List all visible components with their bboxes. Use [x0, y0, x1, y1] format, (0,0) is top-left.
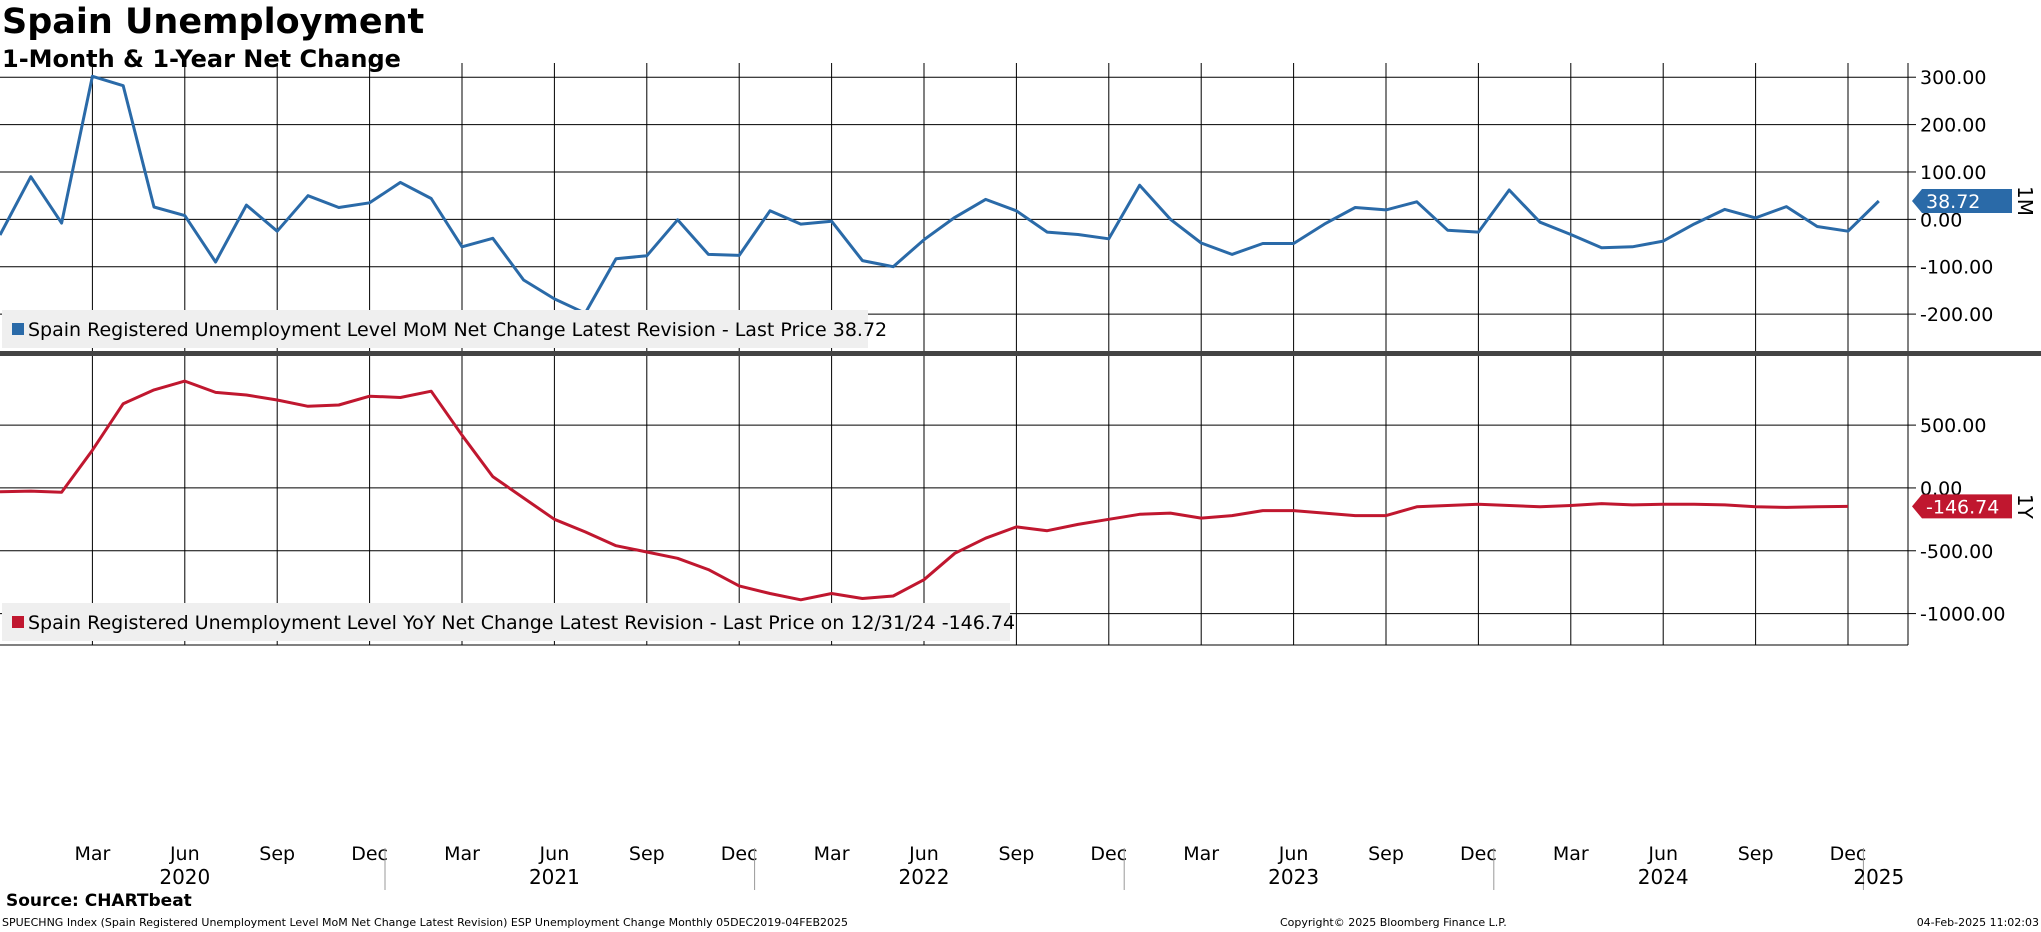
y-tick-label: 0.00 — [1920, 209, 1962, 231]
last-value-label: -146.74 — [1926, 496, 1999, 518]
y-tick-label: 300.00 — [1920, 67, 1986, 89]
x-tick-label: Jun — [1278, 843, 1309, 865]
legend-box — [2, 603, 1010, 641]
panel-separator — [0, 351, 2041, 356]
timestamp: 04-Feb-2025 11:02:03 — [1916, 916, 2039, 929]
x-year-label: 2021 — [529, 865, 580, 889]
last-value-tag — [1912, 494, 2012, 519]
x-tick-label: Sep — [629, 843, 665, 865]
x-tick-label: Mar — [1183, 843, 1219, 865]
chart-subtitle: 1-Month & 1-Year Net Change — [2, 45, 401, 73]
x-year-label: 2023 — [1268, 865, 1319, 889]
x-tick-label: Dec — [1830, 843, 1867, 865]
x-year-label: 2022 — [899, 865, 950, 889]
legend-box — [2, 310, 868, 348]
x-tick-label: Mar — [74, 843, 110, 865]
x-year-label: 2025 — [1853, 865, 1904, 889]
legend-label: Spain Registered Unemployment Level MoM … — [28, 319, 887, 341]
x-year-label: 2024 — [1638, 865, 1689, 889]
legend-swatch — [12, 616, 24, 628]
legend-label: Spain Registered Unemployment Level YoY … — [28, 612, 1015, 634]
panel-tag: 1M — [2013, 186, 2037, 216]
source-note: Source: CHARTbeat — [6, 891, 192, 911]
panel-tag: 1Y — [2013, 494, 2037, 520]
chart-title: Spain Unemployment — [2, 2, 425, 42]
x-tick-label: Sep — [998, 843, 1034, 865]
index-description: SPUECHNG Index (Spain Registered Unemplo… — [2, 916, 849, 929]
last-value-label: 38.72 — [1926, 191, 1980, 213]
x-tick-label: Sep — [1738, 843, 1774, 865]
y-tick-label: 200.00 — [1920, 115, 1986, 137]
x-tick-label: Sep — [259, 843, 295, 865]
y-tick-label: -500.00 — [1920, 541, 1993, 563]
x-tick-label: Dec — [1460, 843, 1497, 865]
x-tick-label: Mar — [1553, 843, 1589, 865]
x-tick-label: Jun — [169, 843, 200, 865]
x-year-label: 2020 — [159, 865, 210, 889]
x-tick-label: Mar — [444, 843, 480, 865]
legend-swatch — [12, 323, 24, 335]
series-line-1y — [0, 379, 1849, 602]
y-tick-label: -200.00 — [1920, 304, 1993, 326]
copyright-note: Copyright© 2025 Bloomberg Finance L.P. — [1280, 916, 1507, 929]
x-tick-label: Dec — [721, 843, 758, 865]
x-tick-label: Mar — [814, 843, 850, 865]
last-value-tag — [1912, 188, 2012, 213]
y-tick-label: 500.00 — [1920, 415, 1986, 437]
y-tick-label: -100.00 — [1920, 257, 1993, 279]
x-tick-label: Jun — [908, 843, 939, 865]
y-tick-label: -1000.00 — [1920, 604, 2005, 626]
x-tick-label: Sep — [1368, 843, 1404, 865]
x-tick-label: Dec — [1090, 843, 1127, 865]
x-tick-label: Dec — [351, 843, 388, 865]
series-line-1m — [0, 74, 1880, 315]
y-tick-label: 100.00 — [1920, 162, 1986, 184]
x-tick-label: Jun — [1647, 843, 1678, 865]
x-tick-label: Jun — [539, 843, 570, 865]
